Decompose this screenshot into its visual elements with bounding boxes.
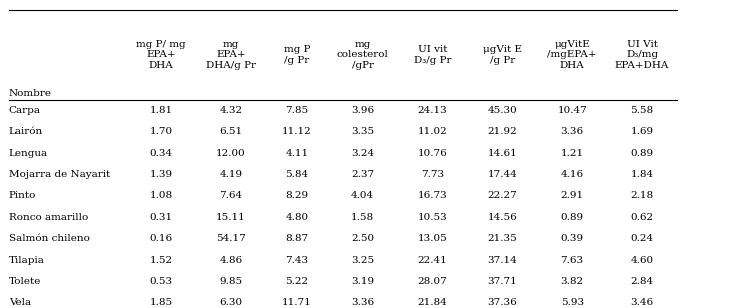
Text: 1.81: 1.81 <box>150 106 173 115</box>
Text: 13.05: 13.05 <box>418 234 448 243</box>
Text: Tolete: Tolete <box>9 277 41 286</box>
Text: 15.11: 15.11 <box>216 213 246 222</box>
Text: Salmón chileno: Salmón chileno <box>9 234 90 243</box>
Text: Vela: Vela <box>9 298 31 307</box>
Text: 6.30: 6.30 <box>219 298 242 307</box>
Text: 1.52: 1.52 <box>150 256 173 265</box>
Text: mg P/ mg
EPA+
DHA: mg P/ mg EPA+ DHA <box>137 40 186 70</box>
Text: Nombre: Nombre <box>9 89 51 98</box>
Text: 21.84: 21.84 <box>418 298 448 307</box>
Text: 2.91: 2.91 <box>561 191 584 201</box>
Text: 9.85: 9.85 <box>219 277 242 286</box>
Text: 22.27: 22.27 <box>487 191 517 201</box>
Text: 37.14: 37.14 <box>487 256 517 265</box>
Text: mg
EPA+
DHA/g Pr: mg EPA+ DHA/g Pr <box>206 40 256 70</box>
Text: 5.58: 5.58 <box>630 106 653 115</box>
Text: 3.36: 3.36 <box>561 127 584 136</box>
Text: 11.12: 11.12 <box>282 127 312 136</box>
Text: 45.30: 45.30 <box>487 106 517 115</box>
Text: UI Vit
D₃/mg
EPA+DHA: UI Vit D₃/mg EPA+DHA <box>615 40 669 70</box>
Text: μgVitE
/mgEPA+
DHA: μgVitE /mgEPA+ DHA <box>548 40 597 70</box>
Text: 0.62: 0.62 <box>630 213 653 222</box>
Text: 0.89: 0.89 <box>630 148 653 158</box>
Text: 2.18: 2.18 <box>630 191 653 201</box>
Text: 6.51: 6.51 <box>219 127 242 136</box>
Text: Lengua: Lengua <box>9 148 48 158</box>
Text: 11.02: 11.02 <box>418 127 448 136</box>
Text: Ronco amarillo: Ronco amarillo <box>9 213 88 222</box>
Text: 21.92: 21.92 <box>487 127 517 136</box>
Text: 37.71: 37.71 <box>487 277 517 286</box>
Text: 2.50: 2.50 <box>351 234 374 243</box>
Text: 3.19: 3.19 <box>351 277 374 286</box>
Text: 14.61: 14.61 <box>487 148 517 158</box>
Text: 24.13: 24.13 <box>418 106 448 115</box>
Text: mg P
/g Pr: mg P /g Pr <box>283 45 310 65</box>
Text: 1.58: 1.58 <box>351 213 374 222</box>
Text: 5.93: 5.93 <box>561 298 584 307</box>
Text: 3.46: 3.46 <box>630 298 653 307</box>
Text: 1.70: 1.70 <box>150 127 173 136</box>
Text: 5.84: 5.84 <box>285 170 308 179</box>
Text: 4.86: 4.86 <box>219 256 242 265</box>
Text: 11.71: 11.71 <box>282 298 312 307</box>
Text: 1.85: 1.85 <box>150 298 173 307</box>
Text: 7.43: 7.43 <box>285 256 308 265</box>
Text: 3.35: 3.35 <box>351 127 374 136</box>
Text: 0.24: 0.24 <box>630 234 653 243</box>
Text: 10.53: 10.53 <box>418 213 448 222</box>
Text: 1.39: 1.39 <box>150 170 173 179</box>
Text: 0.34: 0.34 <box>150 148 173 158</box>
Text: 3.25: 3.25 <box>351 256 374 265</box>
Text: UI vit
D₃/g Pr: UI vit D₃/g Pr <box>414 45 451 65</box>
Text: 4.80: 4.80 <box>285 213 308 222</box>
Text: 4.04: 4.04 <box>351 191 374 201</box>
Text: 10.76: 10.76 <box>418 148 448 158</box>
Text: 3.82: 3.82 <box>561 277 584 286</box>
Text: Mojarra de Nayarit: Mojarra de Nayarit <box>9 170 110 179</box>
Text: 5.22: 5.22 <box>285 277 308 286</box>
Text: 16.73: 16.73 <box>418 191 448 201</box>
Text: 4.32: 4.32 <box>219 106 242 115</box>
Text: 4.11: 4.11 <box>285 148 308 158</box>
Text: 4.16: 4.16 <box>561 170 584 179</box>
Text: 12.00: 12.00 <box>216 148 246 158</box>
Text: 7.63: 7.63 <box>561 256 584 265</box>
Text: Carpa: Carpa <box>9 106 41 115</box>
Text: μgVit E
/g Pr: μgVit E /g Pr <box>483 45 521 65</box>
Text: 0.31: 0.31 <box>150 213 173 222</box>
Text: 28.07: 28.07 <box>418 277 448 286</box>
Text: 0.53: 0.53 <box>150 277 173 286</box>
Text: 4.19: 4.19 <box>219 170 242 179</box>
Text: 10.47: 10.47 <box>557 106 587 115</box>
Text: 4.60: 4.60 <box>630 256 653 265</box>
Text: 7.85: 7.85 <box>285 106 308 115</box>
Text: 2.84: 2.84 <box>630 277 653 286</box>
Text: Tilapia: Tilapia <box>9 256 45 265</box>
Text: 1.21: 1.21 <box>561 148 584 158</box>
Text: 21.35: 21.35 <box>487 234 517 243</box>
Text: 1.69: 1.69 <box>630 127 653 136</box>
Text: 1.08: 1.08 <box>150 191 173 201</box>
Text: 0.39: 0.39 <box>561 234 584 243</box>
Text: 0.16: 0.16 <box>150 234 173 243</box>
Text: 3.24: 3.24 <box>351 148 374 158</box>
Text: 17.44: 17.44 <box>487 170 517 179</box>
Text: 3.36: 3.36 <box>351 298 374 307</box>
Text: 8.87: 8.87 <box>285 234 308 243</box>
Text: 1.84: 1.84 <box>630 170 653 179</box>
Text: 2.37: 2.37 <box>351 170 374 179</box>
Text: 37.36: 37.36 <box>487 298 517 307</box>
Text: 7.64: 7.64 <box>219 191 242 201</box>
Text: 22.41: 22.41 <box>418 256 448 265</box>
Text: 0.89: 0.89 <box>561 213 584 222</box>
Text: 7.73: 7.73 <box>421 170 444 179</box>
Text: Pinto: Pinto <box>9 191 37 201</box>
Text: 8.29: 8.29 <box>285 191 308 201</box>
Text: mg
colesterol
/gPr: mg colesterol /gPr <box>336 40 389 70</box>
Text: Lairón: Lairón <box>9 127 43 136</box>
Text: 54.17: 54.17 <box>216 234 246 243</box>
Text: 3.96: 3.96 <box>351 106 374 115</box>
Text: 14.56: 14.56 <box>487 213 517 222</box>
